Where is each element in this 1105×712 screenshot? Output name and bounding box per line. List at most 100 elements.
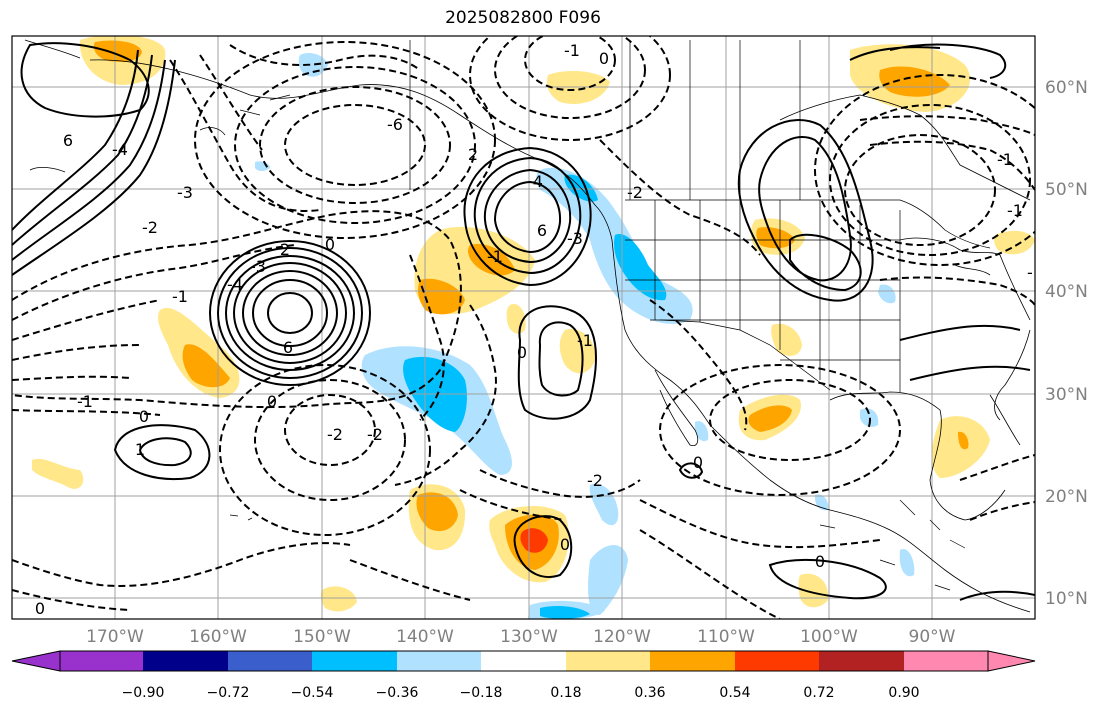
contour-e-1 [859,115,1035,136]
fill-neg-8 [878,284,896,304]
colorbar-tick-label: 0.36 [634,685,665,701]
contour-high-1 [209,240,371,386]
lat-label-60: 60°N [1045,78,1088,98]
border-states-2 [625,239,900,361]
lon-label-120: 120°W [593,627,651,647]
lat-label-30: 30°N [1045,385,1088,405]
contour-label: -2 [327,425,343,444]
colorbar-tick-label: 0.18 [550,685,581,701]
chart-title: 2025082800 F096 [445,8,601,28]
fill-pos-10 [467,244,515,276]
map-frame [11,35,1036,620]
lat-label-20: 20°N [1045,487,1088,507]
contour-label: 6 [283,338,293,357]
contour-low-gulf-1 [709,379,871,461]
lat-label-50: 50°N [1045,180,1088,200]
coast-gulf [829,391,1006,521]
border-central-america [899,499,966,549]
lon-label-160: 160°W [189,627,247,647]
coast-florida [989,394,1021,446]
colorbar-segment [228,651,312,671]
border-us-canada [625,199,991,249]
contour-south-1 [12,542,351,587]
fill-pos-25 [320,586,357,612]
contour-label: -1 [172,287,188,306]
contour-low-ne-1 [844,134,996,246]
colorbar-tick-label: 0.90 [888,685,919,701]
fill-pos-26 [798,573,829,608]
contour-label: -4 [527,172,543,191]
contour-low-pac-2 [259,86,451,204]
contour-label: -6 [387,115,403,134]
contour-label: -3 [177,183,193,202]
contour-high-6 [252,279,328,347]
lon-label-100: 100°W [800,627,858,647]
contour-label: -1 [77,392,93,411]
contour-label: -4 [112,140,128,159]
contour-label: -1 [577,331,593,350]
contour-label: 0 [693,453,703,472]
contour-ring-4 [12,409,161,416]
colorbar-frame [59,650,989,672]
contour-label: -3 [567,229,583,248]
coast-westcoast [611,239,1031,613]
latitude-labels: 60°N 50°N 40°N 30°N 20°N 10°N [1045,78,1088,609]
contour-low-ne-2 [829,104,1031,256]
contour-label: -2 [367,425,383,444]
contour-ring-1 [12,210,462,409]
contour-e-3 [879,276,1035,306]
colorbar-left-extension [11,650,61,672]
longitude-labels: 170°W 160°W 150°W 140°W 130°W 120°W 110°… [86,627,956,647]
contour-ring-2 [12,244,296,341]
contour-north-a [169,54,321,212]
contour-label: -1 [997,150,1013,169]
fill-neg-12 [899,549,915,577]
contour-nw-3 [20,42,150,118]
lon-label-110: 110°W [697,627,755,647]
contour-label: 0 [815,552,825,571]
fill-neg-9 [860,408,879,428]
border-provinces [629,40,801,200]
contour-label: -4 [227,275,243,294]
contour-low-north-2 [494,36,646,119]
colorbar-tick-label: 0.54 [719,685,750,701]
fill-pos-12 [559,329,596,374]
contour-ep-1 [513,515,573,578]
contour-low-pac-3 [234,66,476,224]
contour-itcz [768,558,887,600]
contour-low-gulf-2 [659,364,901,496]
coast-bering [24,39,81,173]
colorbar-segment [650,651,735,671]
contour-east-3 [959,590,1035,601]
contour-label: 0 [139,407,149,426]
fill-neg-16 [540,606,590,619]
colorbar-segment [566,651,650,671]
contour-label: -1 [1027,263,1043,282]
fill-neg-6 [298,53,328,77]
colorbar-tick-label: −0.54 [291,685,334,701]
contour-label: 1 [135,440,145,459]
contour-ne-1 [737,119,874,302]
fill-neg-2 [614,234,667,301]
lat-label-10: 10°N [1045,589,1088,609]
colorbar-tick-label: −0.36 [376,685,419,701]
contour-label: 0 [325,235,335,254]
coast-hawaii [229,514,253,521]
contour-south-2 [12,559,471,611]
graticule [12,36,1035,619]
political-borders [409,40,991,549]
contour-west-2 [409,254,445,421]
contour-ring-3 [12,344,141,381]
contour-se-1 [639,499,881,619]
coast-east [994,254,1031,421]
contour-se-2 [959,454,1035,521]
contours-negative [12,36,1035,619]
contour-label: -2 [142,218,158,237]
colorbar-tick-label: −0.72 [207,685,250,701]
lon-label-140: 140°W [396,627,454,647]
colorbar-segment [481,651,566,671]
fill-pos-2 [93,40,142,62]
contour-sub-2 [138,437,192,467]
colorbar-segment [312,651,397,671]
